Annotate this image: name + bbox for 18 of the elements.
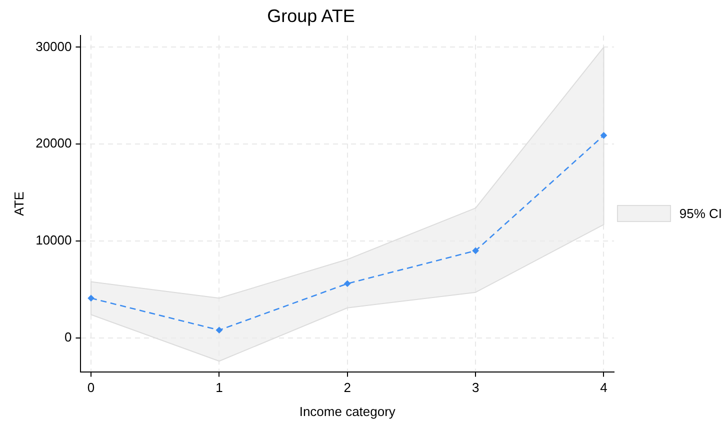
x-tick-label: 2 xyxy=(344,380,351,396)
point xyxy=(472,248,479,254)
x-axis-title: Income category xyxy=(299,404,396,419)
point xyxy=(344,280,351,287)
x-tick-label: 4 xyxy=(600,380,608,396)
y-tick-label: 20000 xyxy=(36,136,72,151)
x-tick-label: 0 xyxy=(87,380,95,396)
y-tick-label: 30000 xyxy=(36,38,72,54)
x-tick-label: 3 xyxy=(472,380,480,396)
text: 95% CI xyxy=(679,206,722,221)
y-tick-label: 10000 xyxy=(36,232,72,248)
point xyxy=(88,295,94,302)
chart-title: Group ATE xyxy=(267,6,355,26)
x-tick-label: 1 xyxy=(216,380,223,396)
point xyxy=(600,132,607,139)
y-tick-label: 0 xyxy=(64,329,72,344)
y-axis-title: ATE xyxy=(11,191,26,216)
point xyxy=(216,326,222,334)
